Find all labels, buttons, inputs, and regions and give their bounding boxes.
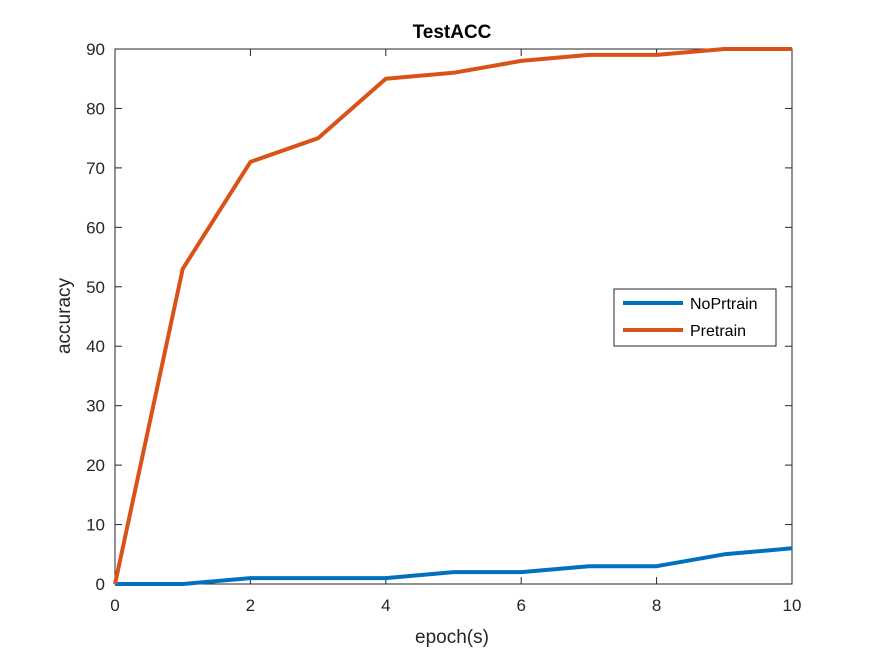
x-tick-label: 2	[246, 596, 255, 615]
y-tick-label: 60	[86, 218, 105, 237]
y-tick-label: 0	[96, 575, 105, 594]
x-tick-label: 8	[652, 596, 661, 615]
legend-box	[613, 288, 777, 347]
series-line-pretrain	[113, 47, 792, 585]
x-tick-label: 4	[381, 596, 390, 615]
y-tick-label: 10	[86, 516, 105, 535]
legend: NoPrtrain Pretrain	[613, 288, 777, 347]
x-tick-label: 6	[516, 596, 525, 615]
legend-label: Pretrain	[690, 323, 746, 340]
x-tick-label: 10	[783, 596, 802, 615]
y-tick-label: 50	[86, 278, 105, 297]
y-tick-label: 20	[86, 456, 105, 475]
series-line-noprtrain	[115, 546, 793, 586]
y-axis-title: accuracy	[54, 277, 75, 354]
y-tick-label: 90	[86, 40, 105, 59]
y-tick-label: 40	[86, 337, 105, 356]
legend-label: NoPrtrain	[690, 296, 758, 313]
y-tick-label: 80	[86, 99, 105, 118]
chart-title: TestACC	[413, 22, 492, 43]
y-tick-label: 70	[86, 159, 105, 178]
y-tick-label: 30	[86, 397, 105, 416]
x-tick-label: 0	[110, 596, 119, 615]
x-axis-title: epoch(s)	[415, 627, 489, 648]
